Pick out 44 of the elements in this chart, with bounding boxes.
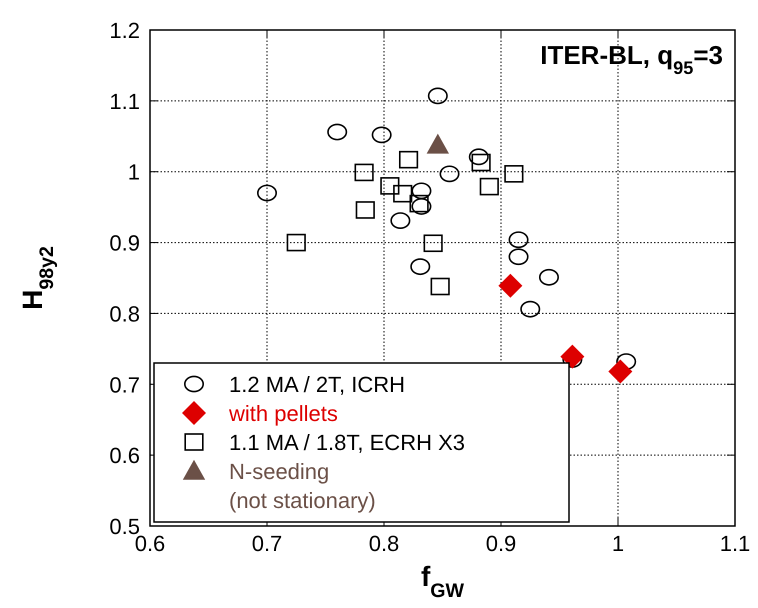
point <box>504 165 524 183</box>
text: ITER-BL, q$_{95}$=3 <box>540 40 723 78</box>
point <box>508 248 529 266</box>
point <box>508 231 529 248</box>
x-tick-label: 0.8 <box>368 531 400 556</box>
x-tick-label: 0.9 <box>486 531 516 556</box>
point <box>354 164 374 182</box>
y-tick-label: 0.7 <box>109 372 140 398</box>
point <box>327 124 348 140</box>
point <box>480 178 499 196</box>
point <box>428 87 448 104</box>
point <box>538 268 559 286</box>
x-tick-label: 1.1 <box>720 531 750 556</box>
point <box>498 274 522 298</box>
y-tick-label: 1.1 <box>109 88 140 114</box>
x-tick-label: 1 <box>612 531 624 556</box>
point <box>520 300 540 318</box>
point <box>372 126 392 144</box>
point <box>608 360 632 384</box>
point <box>286 234 306 252</box>
point <box>472 154 491 172</box>
point <box>410 194 429 212</box>
point <box>560 344 584 369</box>
legend-label: with pellets <box>228 401 338 426</box>
y-tick-label: 0.9 <box>109 230 140 256</box>
y-tick-label: 1.2 <box>109 18 140 43</box>
y-tick-label: 0.6 <box>109 443 140 468</box>
point <box>393 184 412 202</box>
legend-label: 1.2 MA / 2T, ICRH <box>229 372 406 397</box>
x-axis-title: f$_{GW}$ <box>420 561 465 602</box>
point <box>356 201 375 219</box>
point <box>424 234 443 252</box>
point <box>426 134 450 154</box>
point <box>430 278 450 296</box>
point <box>257 184 277 202</box>
point <box>410 258 430 276</box>
y-tick-label: 1 <box>128 160 140 185</box>
point <box>390 212 410 230</box>
y-tick-label: 0.8 <box>109 301 140 326</box>
point <box>440 165 460 182</box>
legend-label: 1.1 MA / 1.8T, ECRH X3 <box>229 430 465 455</box>
point <box>398 150 418 168</box>
x-tick-label: 0.7 <box>252 531 282 556</box>
legend-label: N-seeding (not stationary) <box>229 459 376 513</box>
